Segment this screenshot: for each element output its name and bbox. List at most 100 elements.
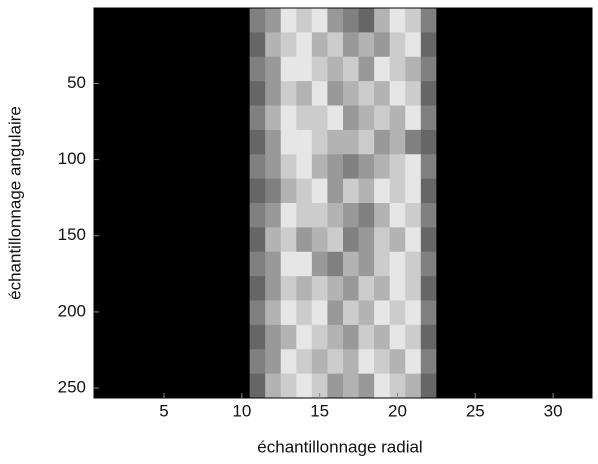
heatmap-cell	[327, 154, 344, 180]
heatmap-cell	[296, 178, 313, 204]
x-tick-label: 5	[159, 401, 168, 420]
heatmap-cell	[218, 251, 235, 277]
heatmap-cell	[358, 349, 375, 375]
heatmap-cell	[109, 373, 126, 399]
heatmap-cell	[529, 129, 546, 155]
heatmap-cell	[483, 349, 500, 375]
heatmap-cell	[420, 251, 437, 277]
heatmap-cell	[125, 154, 142, 180]
heatmap-cell	[94, 251, 111, 277]
heatmap-cell	[280, 203, 297, 228]
heatmap-cell	[156, 373, 173, 399]
heatmap-cell	[249, 32, 266, 58]
x-tick-label: 20	[388, 401, 407, 420]
heatmap-cell	[249, 276, 266, 301]
heatmap-cell	[171, 203, 188, 228]
heatmap-cell	[405, 349, 422, 375]
heatmap-cell	[545, 227, 562, 253]
heatmap-cell	[311, 373, 328, 399]
heatmap-cell	[389, 227, 406, 253]
heatmap-cell	[234, 178, 251, 204]
heatmap-cell	[514, 251, 531, 277]
heatmap-cell	[358, 105, 375, 131]
heatmap-cell	[576, 324, 593, 350]
heatmap-cell	[311, 251, 328, 277]
heatmap-cell	[420, 276, 437, 301]
heatmap-cell	[171, 32, 188, 58]
heatmap-cell	[560, 8, 577, 33]
heatmap-cell	[234, 56, 251, 82]
heatmap-cell	[140, 276, 157, 301]
heatmap-cell	[109, 56, 126, 82]
heatmap-cell	[311, 300, 328, 326]
heatmap-cell	[249, 227, 266, 253]
heatmap-cell	[94, 324, 111, 350]
heatmap-cell	[171, 349, 188, 375]
heatmap-cell	[358, 56, 375, 82]
heatmap-cell	[280, 105, 297, 131]
heatmap-cell	[483, 129, 500, 155]
heatmap-cell	[467, 105, 484, 131]
heatmap-cell	[576, 203, 593, 228]
heatmap-cell	[218, 276, 235, 301]
heatmap-cell	[94, 81, 111, 106]
heatmap-cell	[343, 324, 360, 350]
heatmap-cell	[280, 56, 297, 82]
heatmap-cell	[529, 32, 546, 58]
heatmap-cell	[94, 178, 111, 204]
heatmap-cell	[156, 32, 173, 58]
heatmap-cell	[249, 178, 266, 204]
heatmap-cell	[498, 178, 515, 204]
heatmap-cell	[156, 300, 173, 326]
heatmap-cell	[560, 324, 577, 350]
heatmap-cell	[280, 276, 297, 301]
heatmap-cell	[358, 8, 375, 33]
heatmap-cell	[483, 8, 500, 33]
heatmap-cell	[436, 276, 453, 301]
heatmap-cell	[483, 154, 500, 180]
heatmap-cell	[296, 129, 313, 155]
heatmap-cell	[436, 105, 453, 131]
heatmap-cell	[343, 154, 360, 180]
heatmap-cell	[545, 129, 562, 155]
heatmap-cell	[483, 105, 500, 131]
heatmap-cell	[94, 32, 111, 58]
heatmap-cell	[202, 154, 219, 180]
heatmap-cell	[545, 105, 562, 131]
x-tick-label: 25	[466, 401, 485, 420]
heatmap-cell	[202, 129, 219, 155]
heatmap-cell	[545, 349, 562, 375]
heatmap-cell	[467, 8, 484, 33]
heatmap-cell	[202, 178, 219, 204]
heatmap-cell	[218, 203, 235, 228]
heatmap-cell	[296, 300, 313, 326]
heatmap-cell	[234, 251, 251, 277]
heatmap-cell	[576, 178, 593, 204]
heatmap-cell	[156, 324, 173, 350]
heatmap-cell	[202, 227, 219, 253]
heatmap-cell	[451, 129, 468, 155]
heatmap-cell	[467, 324, 484, 350]
heatmap-cell	[327, 81, 344, 106]
heatmap-cell	[576, 300, 593, 326]
heatmap-cell	[249, 203, 266, 228]
heatmap-cell	[109, 276, 126, 301]
heatmap-cell	[436, 324, 453, 350]
heatmap-cell	[560, 373, 577, 399]
heatmap-cell	[389, 276, 406, 301]
heatmap-cell	[202, 8, 219, 33]
heatmap-cell	[94, 373, 111, 399]
heatmap-cell	[171, 251, 188, 277]
heatmap-cell	[389, 129, 406, 155]
heatmap-cell	[451, 300, 468, 326]
heatmap-cell	[545, 32, 562, 58]
heatmap-cell	[498, 56, 515, 82]
heatmap-cell	[171, 178, 188, 204]
heatmap-cell	[483, 178, 500, 204]
heatmap-cell	[436, 349, 453, 375]
heatmap-cell	[467, 300, 484, 326]
heatmap-cell	[125, 56, 142, 82]
heatmap-cell	[576, 32, 593, 58]
heatmap-cell	[343, 349, 360, 375]
heatmap-cell	[498, 154, 515, 180]
